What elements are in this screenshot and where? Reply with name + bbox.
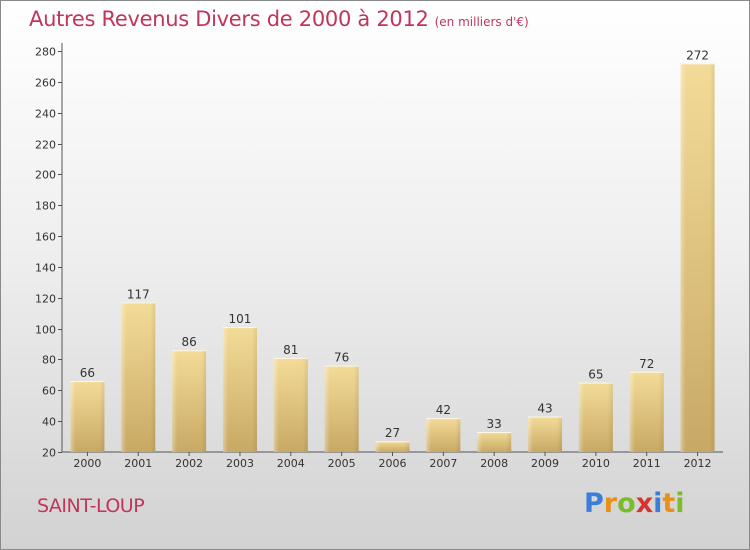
- x-tick-label: 2007: [429, 457, 457, 470]
- y-tick-label: 40: [42, 416, 56, 429]
- y-tick-label: 280: [35, 46, 56, 59]
- bar-value-label: 272: [686, 48, 709, 62]
- bar-shading: [477, 432, 511, 452]
- bar-value-label: 66: [80, 366, 95, 380]
- chart-labels: 2000 66 2001 117 2002 86 2003 101 2004 81 2005 76 20…: [73, 48, 711, 470]
- bar-shading: [528, 417, 562, 452]
- bar-shading: [681, 63, 715, 452]
- bar-shading: [172, 350, 206, 452]
- bar-shading: [426, 418, 460, 452]
- x-tick-label: 2000: [73, 457, 101, 470]
- logo-letter: o: [617, 488, 636, 519]
- y-tick-label: 160: [35, 231, 56, 244]
- y-tick-label: 220: [35, 139, 56, 152]
- x-tick-label: 2003: [226, 457, 254, 470]
- x-tick-label: 2002: [175, 457, 203, 470]
- y-tick-label: 240: [35, 108, 56, 121]
- bar-shading: [274, 358, 308, 452]
- logo-letter: P: [584, 488, 604, 519]
- chart-bars: [70, 63, 714, 452]
- y-tick-label: 180: [35, 200, 56, 213]
- bar-value-label: 65: [588, 368, 603, 382]
- bar-value-label: 86: [181, 335, 196, 349]
- y-tick-label: 60: [42, 385, 56, 398]
- y-tick-label: 260: [35, 77, 56, 90]
- bar-value-label: 76: [334, 351, 349, 365]
- bar-value-label: 72: [639, 357, 654, 371]
- bar-value-label: 101: [229, 312, 252, 326]
- bar-shading: [579, 383, 613, 452]
- bar-shading: [223, 327, 257, 452]
- bar-value-label: 27: [385, 426, 400, 440]
- x-tick-label: 2011: [633, 457, 661, 470]
- proxiti-logo: Proxiti: [584, 488, 685, 519]
- bar-shading: [376, 441, 410, 452]
- x-tick-label: 2006: [379, 457, 407, 470]
- bar-chart: 20 40 60 80 100 120 140 160 180 200 220 240 260 280 2…: [1, 1, 749, 549]
- location-label: SAINT-LOUP: [37, 495, 144, 517]
- y-tick-label: 80: [42, 354, 56, 367]
- bar-value-label: 43: [537, 402, 552, 416]
- bar-shading: [121, 302, 155, 452]
- bar-shading: [630, 372, 664, 452]
- logo-letter: i: [675, 488, 684, 519]
- logo-letter: x: [636, 488, 653, 519]
- bar-value-label: 33: [487, 417, 502, 431]
- bar-value-label: 81: [283, 343, 298, 357]
- logo-letter: t: [662, 488, 675, 519]
- y-tick-label: 200: [35, 169, 56, 182]
- bar-value-label: 117: [127, 287, 150, 301]
- logo-letter: r: [604, 488, 617, 519]
- bar-shading: [325, 366, 359, 452]
- chart-frame: Autres Revenus Divers de 2000 à 2012 (en …: [0, 0, 750, 550]
- x-tick-label: 2005: [328, 457, 356, 470]
- x-tick-label: 2001: [124, 457, 152, 470]
- logo-letter: i: [653, 488, 662, 519]
- bar-value-label: 42: [436, 403, 451, 417]
- bar-shading: [70, 381, 104, 452]
- x-tick-label: 2010: [582, 457, 610, 470]
- x-tick-label: 2012: [684, 457, 712, 470]
- x-tick-label: 2008: [480, 457, 508, 470]
- y-tick-label: 20: [42, 447, 56, 460]
- x-tick-label: 2004: [277, 457, 305, 470]
- y-tick-label: 140: [35, 262, 56, 275]
- y-tick-label: 120: [35, 293, 56, 306]
- y-tick-label: 100: [35, 324, 56, 337]
- x-tick-label: 2009: [531, 457, 559, 470]
